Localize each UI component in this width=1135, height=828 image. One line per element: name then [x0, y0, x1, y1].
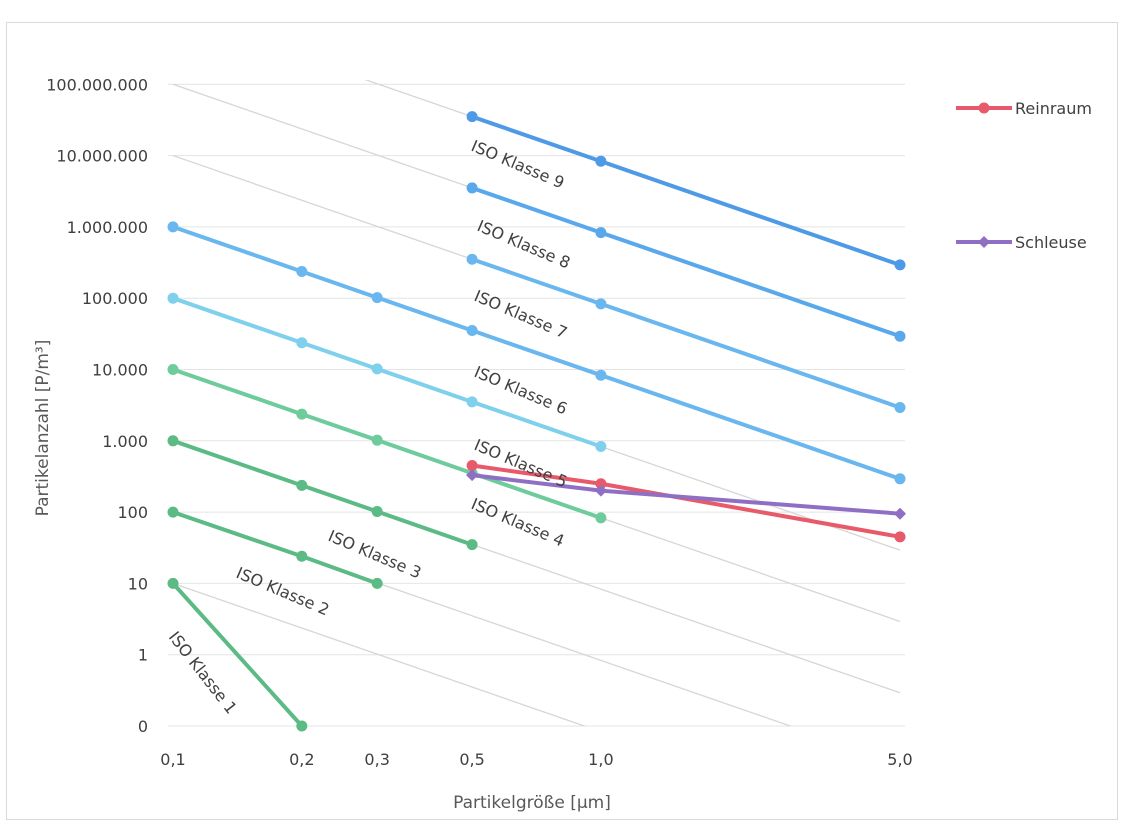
iso-class-point — [296, 265, 308, 277]
iso-class-point — [371, 577, 383, 589]
series-lines — [167, 111, 906, 732]
iso-class-point — [595, 298, 607, 310]
iso-class-point — [595, 155, 607, 167]
x-tick-label: 1,0 — [588, 750, 613, 769]
iso-class-point — [595, 440, 607, 452]
iso-class-point — [167, 435, 179, 447]
x-tick-label: 0,5 — [459, 750, 484, 769]
x-axis-title: Partikelgröße [µm] — [453, 793, 611, 813]
iso-class-point — [894, 473, 906, 485]
x-tick-label: 5,0 — [887, 750, 912, 769]
iso-class-point — [371, 363, 383, 375]
iso-class-point — [466, 111, 478, 123]
legend-marker — [978, 102, 990, 114]
axis-ticks: 0 1 10 100 1.000 10.000 100.000 1.000.000 10.000… — [46, 75, 913, 769]
iso-class-point — [894, 402, 906, 414]
y-tick-label: 100.000.000 — [46, 75, 148, 94]
iso-class-point — [466, 253, 478, 265]
y-tick-label: 10.000 — [92, 361, 148, 380]
y-tick-label: 0 — [138, 717, 148, 736]
gridlines — [168, 83, 905, 727]
x-tick-label: 0,3 — [364, 750, 389, 769]
series-point — [594, 484, 607, 497]
iso-class-point — [371, 505, 383, 517]
iso-class-point — [371, 292, 383, 304]
iso-class-point — [894, 330, 906, 342]
iso-class-point — [595, 369, 607, 381]
iso-class-line — [171, 582, 304, 728]
series-point — [894, 531, 906, 543]
iso-class-point — [371, 434, 383, 446]
iso-class-point — [466, 182, 478, 194]
y-tick-label: 10.000.000 — [56, 147, 148, 166]
iso-class-point — [894, 259, 906, 271]
series-point — [894, 507, 906, 520]
series-point — [595, 478, 607, 490]
legend-label: Reinraum — [1015, 99, 1092, 118]
x-tick-label: 0,1 — [160, 750, 185, 769]
legend-label: Schleuse — [1015, 233, 1087, 252]
iso-class-point — [296, 720, 308, 732]
iso-class-label: ISO Klasse 3 — [325, 526, 424, 582]
reference-line — [172, 582, 587, 726]
iso-class-label: ISO Klasse 2 — [233, 563, 332, 619]
y-tick-label: 10 — [128, 574, 148, 593]
x-tick-label: 0,2 — [289, 750, 314, 769]
iso-class-point — [595, 512, 607, 524]
iso-class-point — [466, 396, 478, 408]
iso-class-point — [167, 364, 179, 375]
legend-marker — [978, 236, 990, 248]
y-tick-label: 1.000.000 — [67, 218, 148, 237]
legend: Reinraum Schleuse — [956, 99, 1092, 252]
y-tick-label: 100.000 — [82, 289, 148, 308]
iso-class-point — [466, 539, 478, 551]
iso-class-line — [471, 257, 901, 410]
iso-class-point — [296, 337, 308, 349]
iso-class-line — [172, 225, 901, 481]
iso-class-label: ISO Klasse 6 — [471, 362, 570, 418]
series-point — [466, 460, 478, 472]
iso-class-line — [172, 438, 473, 547]
iso-class-point — [296, 479, 308, 491]
iso-class-point — [167, 292, 179, 304]
series-point — [466, 469, 479, 482]
iso-class-point — [296, 550, 308, 562]
iso-class-point — [466, 325, 478, 337]
iso-class-point — [167, 577, 179, 589]
iso-class-point — [595, 227, 607, 239]
chart-frame — [6, 22, 1118, 820]
y-axis-title: Partikelanzahl [P/m³] — [33, 340, 53, 517]
iso-class-point — [167, 506, 179, 518]
y-tick-label: 1 — [138, 646, 148, 665]
iso-class-point — [167, 221, 179, 233]
y-tick-label: 100 — [117, 503, 148, 522]
iso-class-label: ISO Klasse 1 — [165, 628, 241, 718]
y-tick-label: 1.000 — [102, 432, 148, 451]
iso-class-point — [296, 408, 308, 420]
